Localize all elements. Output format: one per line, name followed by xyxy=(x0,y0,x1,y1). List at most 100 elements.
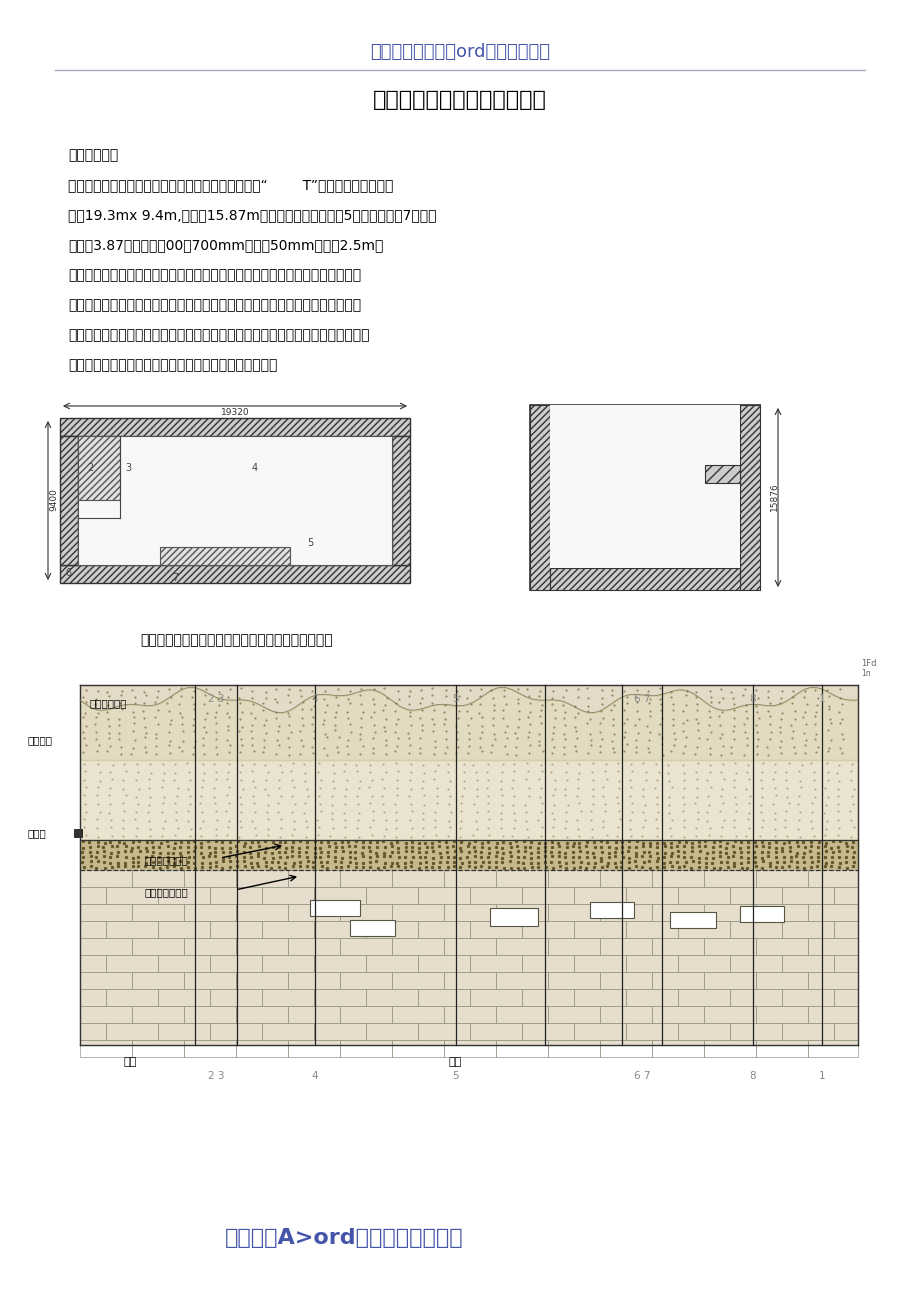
Bar xyxy=(80,1006,131,1023)
Bar xyxy=(807,870,857,887)
Bar xyxy=(652,972,703,989)
Bar xyxy=(548,870,599,887)
Bar xyxy=(625,955,677,972)
Bar xyxy=(495,1040,548,1057)
Text: 4: 4 xyxy=(312,694,318,704)
Text: 前两节，下沉到位后封底，稳定后再接高第三节井体）。: 前两节，下沉到位后封底，稳定后再接高第三节井体）。 xyxy=(68,358,277,371)
Text: 粉质常土: 粉质常土 xyxy=(28,735,53,745)
Bar xyxy=(391,972,444,989)
Bar xyxy=(80,989,106,1006)
Bar xyxy=(80,955,106,972)
Bar xyxy=(589,902,633,919)
Text: 1Fd: 1Fd xyxy=(860,658,876,667)
Bar xyxy=(625,921,677,938)
Bar xyxy=(340,938,391,955)
Bar xyxy=(834,955,857,972)
Text: 三次下沉。经变更改为排水法下沉，沉井周围施工高压旋噴桩形成一道止水帷幕: 三次下沉。经变更改为排水法下沉，沉井周围施工高压旋噴桩形成一道止水帷幕 xyxy=(68,298,361,311)
Text: （详见高压旋噴桩布置图）；井体采用三次制作，一次下沉的施工方法（即先制作: （详见高压旋噴桩布置图）；井体采用三次制作，一次下沉的施工方法（即先制作 xyxy=(68,328,369,341)
Bar xyxy=(106,955,158,972)
Bar xyxy=(366,1023,417,1040)
Bar xyxy=(521,1023,573,1040)
Bar xyxy=(573,887,625,904)
Bar xyxy=(495,1006,548,1023)
Bar xyxy=(573,1023,625,1040)
Bar xyxy=(573,921,625,938)
Bar xyxy=(80,904,131,921)
Bar xyxy=(703,904,755,921)
Text: 1: 1 xyxy=(818,1071,824,1081)
Bar xyxy=(391,437,410,566)
Text: 2 3: 2 3 xyxy=(208,694,224,704)
Bar xyxy=(262,989,313,1006)
Bar xyxy=(184,972,236,989)
Bar xyxy=(521,955,573,972)
Bar xyxy=(550,568,739,590)
Bar xyxy=(106,989,158,1006)
Bar xyxy=(529,405,550,590)
Bar xyxy=(495,972,548,989)
Bar xyxy=(160,547,289,566)
Text: 15876: 15876 xyxy=(769,482,778,511)
Bar xyxy=(236,972,288,989)
Bar xyxy=(573,989,625,1006)
Bar xyxy=(652,904,703,921)
Bar xyxy=(184,870,236,887)
Bar xyxy=(340,1040,391,1057)
Bar xyxy=(131,870,184,887)
Bar xyxy=(236,1006,288,1023)
Bar xyxy=(834,887,857,904)
Text: 灰岩: 灰岩 xyxy=(123,1057,137,1067)
Text: 现场地质情况复杂，沉井与地层情况对照展开如下：: 现场地质情况复杂，沉井与地层情况对照展开如下： xyxy=(140,633,333,648)
Bar xyxy=(599,870,652,887)
Text: 8: 8 xyxy=(749,1071,755,1081)
Text: 1: 1 xyxy=(818,694,824,704)
Bar xyxy=(366,887,417,904)
Bar xyxy=(781,887,834,904)
Bar xyxy=(417,887,470,904)
Bar xyxy=(677,921,729,938)
Text: 6 7: 6 7 xyxy=(633,1071,650,1081)
Bar xyxy=(834,989,857,1006)
Bar xyxy=(444,1006,495,1023)
Bar xyxy=(729,955,781,972)
Text: 19320: 19320 xyxy=(221,408,249,417)
Bar xyxy=(310,900,359,916)
Bar xyxy=(313,887,366,904)
Bar xyxy=(262,921,313,938)
Bar xyxy=(470,921,521,938)
Bar xyxy=(444,870,495,887)
Bar xyxy=(106,921,158,938)
Bar xyxy=(210,887,262,904)
Text: 9400: 9400 xyxy=(50,489,59,512)
Bar xyxy=(158,955,210,972)
Bar xyxy=(288,870,340,887)
Bar xyxy=(131,904,184,921)
Bar xyxy=(625,887,677,904)
Text: 原设计沉井采用不排水下沉，水下混凝土封底法施工；井体采用三次制作，: 原设计沉井采用不排水下沉，水下混凝土封底法施工；井体采用三次制作， xyxy=(68,268,361,281)
Text: 溶洞: 溶洞 xyxy=(448,1057,461,1067)
Bar xyxy=(521,989,573,1006)
Bar xyxy=(444,972,495,989)
Bar xyxy=(599,904,652,921)
Bar xyxy=(521,887,573,904)
Bar xyxy=(80,1023,106,1040)
Bar xyxy=(704,465,739,483)
Text: 7: 7 xyxy=(172,573,178,582)
Bar xyxy=(755,1006,807,1023)
Bar xyxy=(391,938,444,955)
Bar xyxy=(669,912,715,928)
Bar xyxy=(417,955,470,972)
Text: 沉井基础高程！: 沉井基础高程！ xyxy=(145,855,188,865)
Bar xyxy=(106,1023,158,1040)
Text: 4: 4 xyxy=(252,463,258,473)
Bar xyxy=(729,1023,781,1040)
Bar xyxy=(755,972,807,989)
Bar xyxy=(677,1023,729,1040)
Bar xyxy=(262,887,313,904)
Bar xyxy=(184,1040,236,1057)
Bar xyxy=(131,1006,184,1023)
Text: 6: 6 xyxy=(65,568,71,579)
Bar xyxy=(184,904,236,921)
Text: 5: 5 xyxy=(307,538,312,549)
Text: 2: 2 xyxy=(86,463,93,473)
